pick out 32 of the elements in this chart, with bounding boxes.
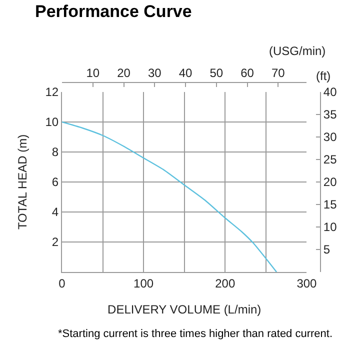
y-tick-label: 8 (52, 145, 59, 160)
chart-title: Performance Curve (35, 2, 192, 22)
x2-tick-label: 10 (86, 66, 100, 80)
y2-tick-label: 5 (323, 242, 330, 257)
y-tick-label: 10 (45, 115, 59, 130)
x2-tick-label: 40 (178, 66, 193, 80)
y2-tick-label: 10 (323, 220, 338, 234)
x2-axis-title: (USG/min) (269, 44, 326, 58)
line-series (62, 121, 278, 272)
y2-tick-label: 20 (323, 175, 338, 190)
text: *Starting current is three times higher than rated current. (58, 328, 333, 340)
y2-axis-title: (ft) (316, 69, 331, 83)
y-axis-title: TOTAL HEAD (m) (16, 134, 30, 230)
y2-tick-label: 35 (323, 108, 338, 122)
x-tick-label: 100 (134, 276, 154, 290)
y-tick-label: 6 (52, 175, 59, 190)
y-tick-label: 4 (52, 205, 59, 220)
x-tick-label: 200 (215, 276, 236, 290)
x2-tick-label: 50 (210, 66, 224, 80)
y2-tick-label: 15 (323, 198, 338, 212)
y-tick-label: 12 (45, 85, 59, 100)
x-tick-label: 300 (296, 276, 318, 290)
x2-tick-label: 70 (271, 66, 286, 80)
y2-tick-label: 30 (323, 130, 338, 144)
x2-tick-label: 30 (148, 66, 162, 80)
y2-tick-label: 25 (323, 152, 338, 167)
x2-tick-label: 20 (117, 66, 131, 80)
x-axis-title: DELIVERY VOLUME (L/min) (108, 302, 262, 316)
x-tick-label: 0 (58, 276, 66, 290)
y-tick-label: 2 (52, 235, 59, 250)
x2-tick-label: 60 (240, 66, 254, 80)
y2-tick-label: 40 (323, 85, 338, 100)
